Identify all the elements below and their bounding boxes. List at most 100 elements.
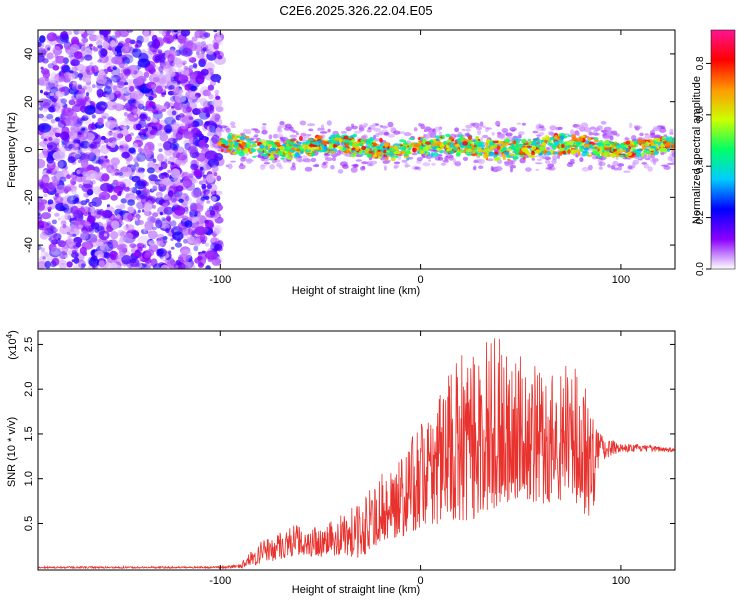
noise-cell (126, 160, 131, 165)
halo-cell (312, 164, 320, 168)
halo-cell (330, 164, 335, 170)
noise-cell (57, 217, 62, 221)
signal-cell (558, 151, 563, 156)
noise-cell (211, 257, 222, 266)
noise-cell (143, 145, 149, 151)
signal-cell (255, 148, 262, 151)
noise-cell (173, 34, 178, 40)
noise-cell (147, 230, 158, 240)
halo-cell (355, 159, 363, 162)
noise-cell (191, 151, 199, 159)
noise-cell (41, 115, 49, 122)
signal-cell (586, 140, 590, 143)
halo-cell (639, 132, 644, 137)
signal-cell (529, 154, 536, 159)
signal-cell (532, 140, 537, 146)
signal-cell (402, 142, 409, 145)
signal-cell (512, 156, 518, 159)
signal-cell (251, 144, 258, 147)
noise-cell (114, 208, 124, 217)
noise-cell (164, 85, 169, 89)
noise-cell (84, 54, 93, 61)
signal-cell (662, 138, 667, 141)
signal-cell (405, 150, 411, 156)
noise-cell (54, 212, 60, 217)
halo-cell (454, 127, 459, 133)
halo-cell (387, 121, 394, 128)
signal-cell (636, 153, 642, 158)
noise-cell (60, 98, 68, 104)
noise-cell (214, 114, 221, 120)
halo-cell (260, 164, 266, 171)
noise-cell (93, 186, 102, 195)
signal-cell (648, 148, 656, 151)
halo-cell (538, 125, 544, 129)
signal-cell (521, 147, 527, 151)
signal-cell (576, 141, 582, 145)
noise-cell (162, 177, 172, 186)
noise-cell (182, 149, 187, 155)
noise-cell (146, 167, 155, 174)
noise-cell (46, 32, 58, 42)
noise-cell (109, 253, 114, 259)
halo-cell (428, 159, 432, 162)
noise-cell (80, 42, 86, 46)
noise-cell (191, 231, 196, 235)
halo-cell (617, 163, 624, 167)
signal-cell (237, 146, 241, 151)
noise-cell (109, 47, 113, 51)
noise-cell (197, 52, 205, 59)
noise-cell (42, 256, 46, 260)
halo-cell (505, 132, 513, 137)
noise-cell (40, 68, 50, 75)
noise-cell (64, 212, 71, 221)
signal-cell (434, 135, 442, 139)
noise-cell (57, 160, 64, 168)
noise-cell (42, 177, 50, 184)
noise-cell (133, 114, 138, 119)
signal-cell (515, 143, 520, 149)
signal-cell (603, 152, 609, 158)
signal-cell (523, 143, 529, 145)
noise-cell (68, 224, 78, 234)
noise-cell (38, 113, 44, 120)
noise-cell (84, 105, 96, 115)
signal-cell (320, 140, 326, 145)
signal-cell (279, 145, 285, 149)
halo-cell (345, 154, 352, 158)
noise-cell (217, 55, 223, 60)
signal-cell (505, 141, 509, 144)
noise-cell (173, 30, 178, 33)
noise-cell (133, 70, 138, 75)
signal-cell (486, 138, 491, 144)
signal-cell (250, 141, 257, 144)
halo-cell (545, 167, 553, 170)
halo-cell (284, 123, 292, 129)
signal-cell (270, 147, 277, 152)
noise-cell (159, 236, 165, 241)
noise-cell (72, 217, 77, 221)
noise-cell (157, 142, 162, 147)
noise-cell (130, 248, 136, 253)
noise-cell (80, 232, 91, 241)
halo-cell (254, 134, 259, 138)
noise-cell (39, 141, 48, 148)
noise-cell (129, 85, 135, 92)
halo-cell (607, 131, 611, 137)
noise-cell (181, 76, 186, 82)
noise-cell (45, 44, 51, 50)
noise-cell (49, 235, 57, 244)
noise-cell (40, 48, 49, 54)
noise-cell (47, 47, 51, 51)
noise-cell (81, 37, 89, 43)
signal-cell (317, 150, 324, 153)
noise-cell (92, 265, 96, 269)
y-tick-label: 1.5 (23, 426, 35, 441)
halo-cell (230, 125, 237, 128)
noise-cell (52, 151, 66, 161)
spectrogram-cells (38, 30, 675, 269)
noise-cell (207, 84, 215, 91)
noise-cell (38, 76, 50, 86)
signal-cell (299, 135, 303, 141)
noise-cell (100, 166, 103, 170)
